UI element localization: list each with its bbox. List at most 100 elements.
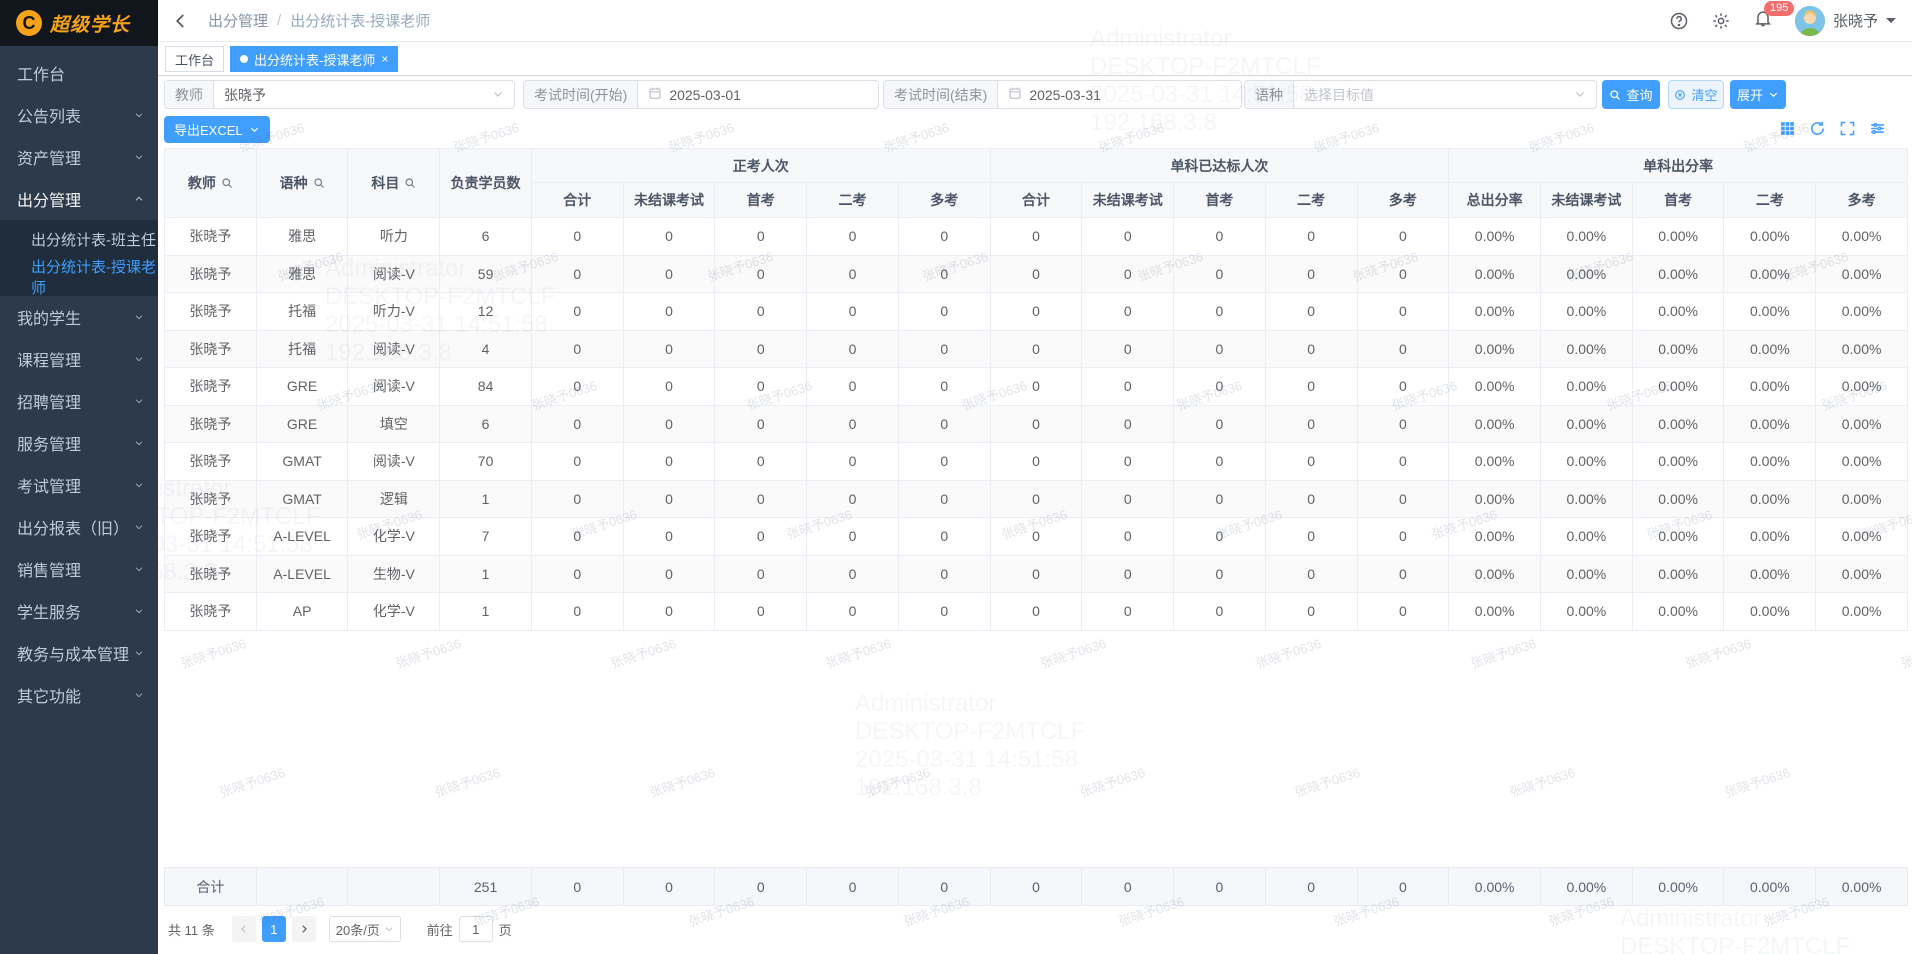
- table-cell: 0.00%: [1540, 517, 1633, 556]
- table-cell: 0: [714, 217, 808, 256]
- table-cell: 0: [897, 517, 991, 556]
- sidebar-item[interactable]: 服务管理: [0, 422, 158, 464]
- table-cell: 0: [1356, 442, 1450, 481]
- sidebar-item[interactable]: 教务与成本管理: [0, 632, 158, 674]
- table-row: 张晓予 A-LEVEL 化学-V 7 0 0 0 0 0 0 0 0 0 0 0.00% 0.00% 0.00%…: [164, 517, 1908, 556]
- prev-page-button[interactable]: [231, 916, 256, 942]
- table-cell: 0: [1173, 329, 1266, 368]
- table-cell: 0.00%: [1448, 554, 1542, 593]
- table-cell: 0: [1264, 367, 1358, 406]
- next-page-button[interactable]: [291, 916, 316, 942]
- table-cell: 0.00%: [1448, 254, 1542, 293]
- table-cell: 0: [714, 592, 808, 631]
- table-cell: 0: [1173, 554, 1266, 593]
- page-number-button[interactable]: 1: [261, 916, 286, 942]
- exam-end-date-picker[interactable]: 考试时间(结束) 2025-03-31: [883, 80, 1242, 109]
- summary-cell: 0: [989, 867, 1083, 906]
- table-cell: 托福: [255, 292, 349, 331]
- sidebar-item[interactable]: 学生服务: [0, 590, 158, 632]
- page-size-select[interactable]: 20条/页: [328, 916, 401, 942]
- table-cell: 0.00%: [1815, 592, 1908, 631]
- tab-close-icon[interactable]: ×: [381, 52, 389, 66]
- settings-gear-icon[interactable]: [1711, 11, 1731, 31]
- exam-start-date-picker[interactable]: 考试时间(开始) 2025-03-01: [523, 80, 879, 109]
- notifications-bell-icon[interactable]: 195: [1753, 1, 1795, 33]
- summary-cell: 合计: [164, 867, 257, 906]
- summary-cell: 0: [622, 867, 716, 906]
- table-cell: 0: [989, 367, 1083, 406]
- summary-cell: 0.00%: [1723, 867, 1817, 906]
- sidebar-item[interactable]: 工作台: [17, 67, 66, 84]
- user-menu[interactable]: 张晓予: [1794, 5, 1896, 36]
- column-subheader: 二考: [1264, 182, 1358, 218]
- sidebar-item[interactable]: 公告列表: [0, 94, 158, 136]
- table-cell: 6: [439, 217, 532, 256]
- sidebar-item[interactable]: 我的学生: [0, 296, 158, 338]
- sidebar-item[interactable]: 销售管理: [0, 548, 158, 590]
- help-icon[interactable]: [1669, 11, 1689, 31]
- summary-cell: 0: [1356, 867, 1450, 906]
- table-cell: 0.00%: [1448, 329, 1542, 368]
- table-cell: 0: [989, 554, 1083, 593]
- tabs-bar: 工作台 出分统计表-授课老师 ×: [158, 43, 1912, 76]
- table-cell: 0: [714, 292, 808, 331]
- table-cell: 0: [897, 554, 991, 593]
- export-excel-button[interactable]: 导出EXCEL: [164, 116, 270, 143]
- column-search-icon[interactable]: [404, 177, 416, 189]
- back-icon[interactable]: [172, 12, 190, 30]
- refresh-icon[interactable]: [1809, 120, 1826, 137]
- table-cell: 0: [1264, 292, 1358, 331]
- tab-active[interactable]: 出分统计表-授课老师 ×: [230, 46, 399, 72]
- table-cell: 化学-V: [347, 517, 441, 556]
- sidebar-item[interactable]: 课程管理: [0, 338, 158, 380]
- table-cell: 0: [714, 479, 808, 518]
- table-row: 张晓予 托福 阅读-V 4 0 0 0 0 0 0 0 0 0 0 0.00% 0.00% 0.00% 0.00%…: [164, 329, 1908, 368]
- tab[interactable]: 工作台: [165, 46, 225, 72]
- table-cell: 0: [989, 517, 1083, 556]
- fullscreen-icon[interactable]: [1839, 120, 1856, 137]
- sidebar-item[interactable]: 考试管理: [0, 464, 158, 506]
- table-cell: 0: [622, 554, 716, 593]
- sidebar-item[interactable]: 招聘管理: [0, 380, 158, 422]
- table-cell: 0: [1264, 329, 1358, 368]
- table-cell: 0: [1081, 329, 1175, 368]
- teacher-select[interactable]: 教师 张晓予: [164, 80, 515, 109]
- column-subheader: 二考: [1723, 182, 1817, 218]
- circle-close-icon: [1675, 89, 1686, 100]
- expand-button[interactable]: 展开: [1730, 80, 1786, 109]
- table-cell: 0.00%: [1815, 217, 1908, 256]
- sidebar-subitem[interactable]: 出分统计表-班主任: [31, 231, 156, 249]
- main-content: 出分管理 / 出分统计表-授课老师 195: [158, 0, 1912, 954]
- summary-cell: [255, 867, 349, 906]
- column-subheader: 首考: [714, 182, 808, 218]
- table-cell: 0: [714, 367, 808, 406]
- language-select[interactable]: 语种 选择目标值: [1244, 80, 1597, 109]
- table-cell: 0.00%: [1723, 329, 1817, 368]
- column-subheader: 合计: [530, 182, 624, 218]
- table-cell: 0.00%: [1723, 592, 1817, 631]
- table-cell: 0.00%: [1815, 479, 1908, 518]
- sidebar-item[interactable]: 其它功能: [0, 674, 158, 716]
- search-button[interactable]: 查询: [1602, 80, 1660, 109]
- table-cell: 0: [989, 329, 1083, 368]
- breadcrumb-item[interactable]: 出分管理: [208, 13, 269, 30]
- sidebar-item[interactable]: 资产管理: [0, 136, 158, 178]
- table-cell: 0.00%: [1631, 292, 1725, 331]
- column-search-icon[interactable]: [313, 177, 325, 189]
- column-search-icon[interactable]: [221, 177, 233, 189]
- table-cell: 0: [1173, 592, 1266, 631]
- sidebar-item[interactable]: 出分管理: [0, 178, 158, 220]
- sidebar-item[interactable]: 出分报表（旧）: [0, 506, 158, 548]
- sidebar-subitem[interactable]: 出分统计表-授课老师: [31, 259, 156, 297]
- goto-page-input[interactable]: [458, 916, 493, 942]
- pagination-total: 共 11 条: [168, 922, 215, 938]
- column-group-header: 单科已达标人次: [989, 148, 1450, 183]
- column-settings-icon[interactable]: [1869, 120, 1886, 137]
- table-cell: 0.00%: [1723, 254, 1817, 293]
- clear-button[interactable]: 清空: [1668, 80, 1724, 109]
- table-cell: 0: [806, 329, 899, 368]
- table-cell: 听力-V: [347, 292, 441, 331]
- density-grid-icon[interactable]: [1779, 120, 1796, 137]
- table-cell: 阅读-V: [347, 367, 441, 406]
- summary-row: 合计 251 0 0 0 0 0 0 0 0 0 0 0.00% 0.00% 0.00% 0.00% 0.00%: [164, 867, 1908, 906]
